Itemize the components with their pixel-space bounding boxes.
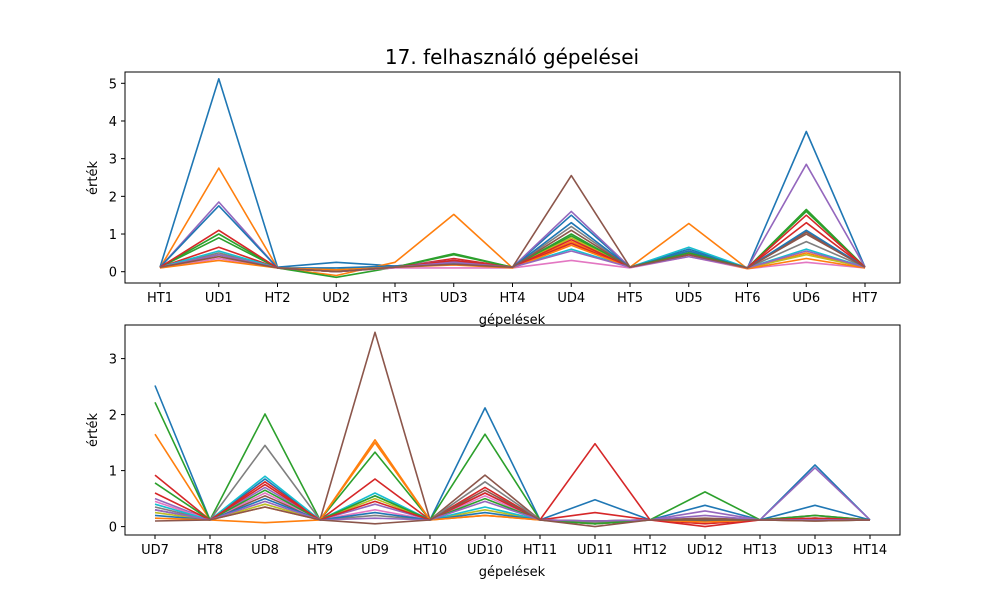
chart-bottom-frame (124, 324, 901, 536)
chart-bottom-x-axis-label: gépelések (479, 565, 546, 580)
x-tick-label: HT7 (852, 291, 878, 306)
x-tick-label: UD3 (440, 291, 468, 306)
x-tick-label: HT13 (743, 543, 777, 558)
x-tick-label: HT4 (500, 291, 526, 306)
y-tick-label: 0 (109, 521, 117, 536)
chart-bottom-y-ticks: 0 1 2 3 (109, 353, 125, 536)
chart-bottom-y-axis-label: érték (86, 413, 101, 447)
x-tick-label: HT6 (735, 291, 761, 306)
x-tick-label: UD4 (557, 291, 585, 306)
chart-top-y-ticks: 0 1 2 3 4 5 (109, 77, 125, 281)
chart-title: 17. felhasználó gépelései (385, 45, 639, 69)
x-tick-label: HT2 (265, 291, 291, 306)
chart-bottom: UD7 HT8 UD8 HT9 UD9 HT10 UD10 HT11 UD11 HT12 UD12 H… (86, 324, 901, 580)
series-line-14 (154, 483, 871, 528)
chart-top-lines (159, 78, 866, 279)
x-tick-label: UD6 (792, 291, 820, 306)
chart-bottom-lines (154, 331, 871, 528)
x-tick-label: UD7 (141, 543, 169, 558)
x-tick-label: UD2 (322, 291, 350, 306)
y-tick-label: 1 (109, 228, 117, 243)
x-tick-label: UD10 (467, 543, 503, 558)
chart-top: HT1 UD1 HT2 UD2 HT3 UD3 HT4 UD4 HT5 UD5 HT6 UD6 HT7 … (86, 71, 901, 328)
y-tick-label: 1 (109, 465, 117, 480)
series-line-1 (154, 385, 871, 521)
x-tick-label: HT5 (617, 291, 643, 306)
y-tick-label: 2 (109, 190, 117, 205)
series-line-16 (159, 229, 866, 273)
x-tick-label: UD5 (675, 291, 703, 306)
chart-top-y-axis-label: érték (86, 161, 101, 195)
x-tick-label: HT8 (197, 543, 223, 558)
x-tick-label: UD12 (687, 543, 723, 558)
y-tick-label: 3 (109, 353, 117, 368)
x-tick-label: HT10 (413, 543, 447, 558)
series-line-16 (154, 489, 871, 528)
x-tick-label: UD8 (251, 543, 279, 558)
y-tick-label: 5 (109, 77, 117, 92)
x-tick-label: HT9 (307, 543, 333, 558)
x-tick-label: HT11 (523, 543, 557, 558)
x-tick-label: UD11 (577, 543, 613, 558)
x-tick-label: UD9 (361, 543, 389, 558)
y-tick-label: 3 (109, 153, 117, 168)
y-tick-label: 2 (109, 409, 117, 424)
chart-top-x-axis-label: gépelések (479, 313, 546, 328)
x-tick-label: UD1 (205, 291, 233, 306)
y-tick-label: 4 (109, 115, 117, 130)
x-tick-label: HT12 (633, 543, 667, 558)
x-tick-label: HT1 (147, 291, 173, 306)
x-tick-label: HT3 (382, 291, 408, 306)
series-line-3 (154, 401, 871, 522)
x-tick-label: HT14 (853, 543, 887, 558)
chart-bottom-x-ticks: UD7 HT8 UD8 HT9 UD9 HT10 UD10 HT11 UD11 HT12 UD12 H… (141, 535, 887, 558)
chart-top-x-ticks: HT1 UD1 HT2 UD2 HT3 UD3 HT4 UD4 HT5 UD5 HT6 UD6 HT7 (147, 283, 878, 306)
y-tick-label: 0 (109, 266, 117, 281)
x-tick-label: UD13 (797, 543, 833, 558)
